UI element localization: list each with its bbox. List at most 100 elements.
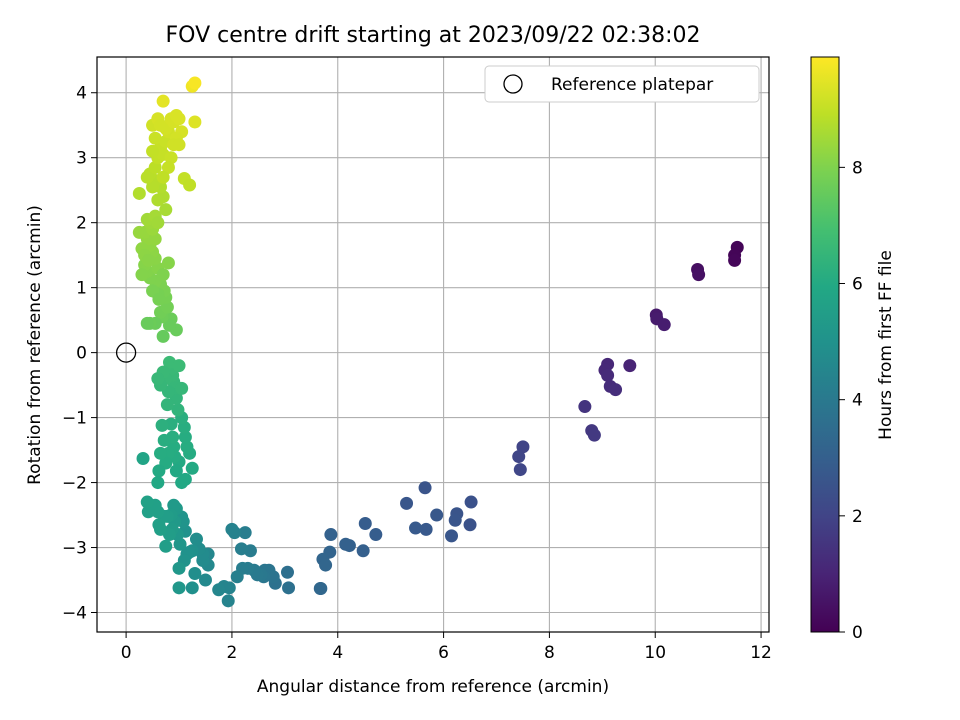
- data-point: [132, 186, 146, 200]
- data-point: [157, 433, 171, 447]
- data-point: [400, 496, 414, 510]
- x-axis-ticks: 0 2 4 6 8 10 12: [121, 632, 772, 663]
- data-point: [136, 452, 150, 466]
- data-point: [140, 495, 154, 509]
- data-point: [692, 268, 706, 282]
- colorbar-tick-label: 6: [852, 275, 863, 295]
- data-point: [140, 170, 154, 184]
- data-point: [152, 518, 166, 532]
- data-point: [146, 144, 160, 158]
- colorbar-label: Hours from first FF file: [876, 250, 896, 440]
- data-point: [148, 232, 162, 246]
- data-point: [151, 476, 165, 490]
- colorbar: 0 2 4 6 8 Hours from first FF file: [810, 56, 896, 643]
- y-tick-label: −4: [62, 604, 87, 624]
- data-point: [188, 567, 202, 581]
- data-point: [156, 329, 170, 343]
- y-axis-ticks: −4 −3 −2 −1 0 1 2 3 4: [62, 84, 97, 624]
- data-point: [146, 180, 160, 194]
- legend-entry: Reference platepar: [551, 75, 713, 95]
- data-point: [185, 461, 199, 475]
- data-point: [324, 528, 338, 542]
- data-point: [601, 368, 615, 382]
- data-point: [178, 472, 192, 486]
- y-axis-label: Rotation from reference (arcmin): [25, 205, 45, 485]
- grid-lines: [97, 57, 769, 632]
- x-tick-label: 10: [644, 643, 666, 663]
- y-tick-label: 3: [76, 149, 87, 169]
- y-tick-label: 4: [76, 84, 87, 104]
- y-tick-label: −1: [62, 409, 87, 429]
- data-point: [151, 216, 165, 230]
- data-point: [162, 318, 176, 332]
- colorbar-gradient: [810, 56, 840, 633]
- data-point: [160, 398, 174, 412]
- data-point: [516, 440, 530, 454]
- data-point: [282, 581, 296, 595]
- data-point: [152, 464, 166, 478]
- data-point: [463, 518, 477, 532]
- data-point: [141, 253, 155, 267]
- data-point: [430, 508, 444, 522]
- data-point: [418, 481, 432, 495]
- colorbar-ticks: 0 2 4 6 8: [839, 158, 863, 643]
- plot-frame: [96, 56, 770, 633]
- data-point: [464, 495, 478, 509]
- data-point: [172, 561, 186, 575]
- y-tick-label: −3: [62, 539, 87, 559]
- data-point: [148, 131, 162, 145]
- data-point: [172, 359, 186, 373]
- data-point: [169, 464, 183, 478]
- data-point: [140, 316, 154, 330]
- data-point: [132, 225, 146, 239]
- data-point: [230, 570, 244, 584]
- data-point: [225, 522, 239, 536]
- data-point: [419, 522, 433, 536]
- data-point: [175, 381, 189, 395]
- data-point: [356, 544, 370, 558]
- data-point: [156, 94, 170, 108]
- data-point: [409, 521, 423, 535]
- y-tick-label: 0: [76, 344, 87, 364]
- colorbar-tick-label: 8: [852, 158, 863, 178]
- y-tick-label: −2: [62, 474, 87, 494]
- x-axis-label: Angular distance from reference (arcmin): [257, 677, 609, 697]
- data-point: [156, 170, 170, 184]
- colorbar-tick-label: 2: [852, 507, 863, 527]
- data-point: [152, 292, 166, 306]
- legend-box: [484, 65, 760, 103]
- data-point: [280, 565, 294, 579]
- data-point: [161, 160, 175, 174]
- data-point: [178, 430, 192, 444]
- chart-title: FOV centre drift starting at 2023/09/22 …: [166, 23, 701, 48]
- data-point: [189, 532, 203, 546]
- legend: Reference platepar: [484, 65, 760, 103]
- data-point: [183, 178, 197, 192]
- data-point: [623, 359, 637, 373]
- y-tick-label: 1: [76, 279, 87, 299]
- data-point: [153, 446, 167, 460]
- data-points: [132, 76, 744, 608]
- x-tick-label: 0: [121, 643, 132, 663]
- data-point: [657, 318, 671, 332]
- x-tick-label: 2: [227, 643, 238, 663]
- data-point: [172, 112, 186, 126]
- data-point: [172, 138, 186, 152]
- reference-point: [115, 342, 137, 363]
- x-tick-label: 4: [332, 643, 343, 663]
- data-point: [314, 581, 328, 595]
- data-point: [358, 516, 372, 530]
- reference-marker: [115, 342, 137, 363]
- x-tick-label: 6: [438, 643, 449, 663]
- data-point: [319, 558, 333, 572]
- data-point: [339, 537, 353, 551]
- colorbar-tick-label: 0: [852, 623, 863, 643]
- data-point: [188, 76, 202, 90]
- data-point: [369, 528, 383, 542]
- data-point: [159, 203, 173, 217]
- y-tick-label: 2: [76, 214, 87, 234]
- data-point: [221, 594, 235, 608]
- data-point: [171, 403, 185, 417]
- data-point: [238, 526, 252, 540]
